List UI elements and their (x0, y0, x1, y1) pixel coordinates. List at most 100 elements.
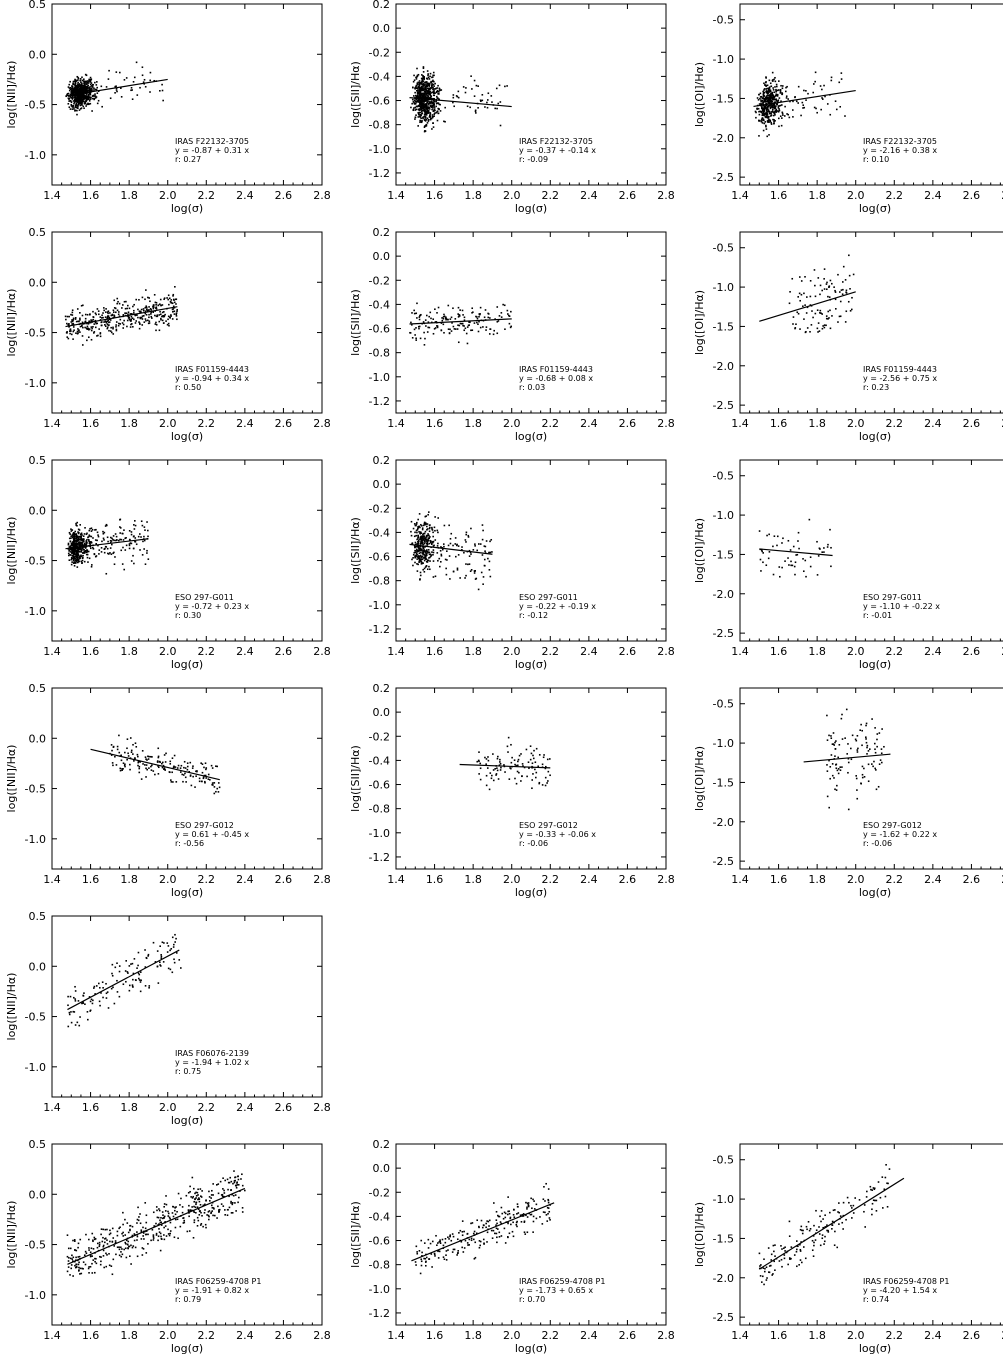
data-point (67, 542, 70, 545)
data-point (86, 96, 89, 98)
data-point (449, 328, 451, 331)
x-tick-label: 1.8 (808, 189, 826, 202)
data-point (801, 101, 804, 104)
x-tick-label: 1.8 (464, 873, 482, 886)
data-point (427, 84, 430, 86)
data-point (154, 773, 156, 776)
data-point (865, 736, 867, 739)
data-point (422, 321, 425, 323)
data-point (97, 334, 99, 337)
data-point (150, 315, 153, 318)
data-point (531, 762, 534, 765)
x-tick-label: 1.6 (770, 873, 788, 886)
data-point (70, 103, 73, 106)
data-point (138, 767, 141, 770)
x-tick-label: 2.8 (313, 873, 331, 886)
data-point (441, 317, 443, 319)
data-point (419, 87, 422, 90)
data-point (422, 86, 425, 88)
data-point (427, 540, 429, 542)
data-point (90, 319, 92, 321)
data-point (132, 547, 135, 550)
data-point (128, 989, 131, 992)
data-point (420, 110, 423, 113)
data-point (79, 100, 81, 103)
data-point (832, 732, 835, 734)
data-point (829, 309, 831, 312)
data-point (172, 781, 174, 783)
data-point (416, 550, 419, 552)
data-point (69, 545, 72, 548)
data-point (160, 957, 163, 959)
data-point (429, 87, 432, 89)
data-point (79, 108, 82, 110)
scatter-plot-svg: 1.4 1.6 1.8 2.0 2.2 2.4 2.6 2.80.50.0-0.5-1.0lo… (5, 684, 331, 899)
data-point (465, 533, 468, 536)
data-point (426, 331, 429, 333)
data-point (422, 92, 424, 95)
data-point (431, 115, 434, 118)
data-point (765, 90, 767, 93)
data-point (777, 99, 780, 102)
data-point (425, 538, 428, 540)
data-point (807, 92, 809, 95)
data-point (76, 109, 78, 112)
data-point (484, 106, 486, 108)
data-point (81, 344, 84, 346)
data-point (771, 93, 773, 96)
data-point (418, 98, 420, 100)
data-point (463, 551, 465, 554)
data-point (134, 540, 136, 543)
data-point (139, 316, 142, 319)
data-point (425, 565, 428, 567)
data-point (415, 78, 418, 80)
data-point (89, 83, 92, 86)
data-point (464, 91, 467, 94)
y-axis-label: log([NII]/Hα) (5, 61, 18, 129)
data-point (425, 542, 428, 545)
data-point (491, 551, 493, 553)
data-point (762, 97, 765, 100)
x-tick-label: 1.4 (43, 189, 61, 202)
data-point (424, 550, 427, 552)
data-point (766, 90, 769, 93)
data-point (88, 92, 91, 94)
data-point (77, 320, 80, 323)
data-point (490, 777, 493, 780)
data-point (427, 120, 430, 122)
data-point (159, 964, 161, 966)
data-point (416, 95, 418, 98)
data-point (147, 535, 149, 538)
data-point (79, 524, 82, 526)
data-point (483, 545, 486, 547)
data-point (425, 100, 427, 102)
data-point (79, 98, 81, 101)
data-point (81, 96, 84, 99)
data-point (129, 542, 132, 544)
data-point (128, 547, 131, 550)
data-point (764, 84, 766, 86)
data-point (849, 310, 852, 312)
data-point (67, 92, 70, 95)
data-point (181, 773, 184, 776)
data-point (767, 557, 770, 560)
x-tick-label: 1.4 (387, 417, 405, 430)
data-point (433, 115, 435, 117)
data-point (756, 97, 759, 99)
data-point (454, 318, 457, 320)
x-tick-label: 1.8 (464, 417, 482, 430)
data-point (762, 110, 765, 112)
data-point (804, 276, 806, 278)
data-point (128, 538, 131, 541)
data-point (89, 81, 92, 83)
y-tick-label: -0.2 (369, 730, 390, 743)
data-point (447, 318, 449, 321)
data-point (528, 767, 530, 770)
data-point (516, 770, 519, 773)
data-point (776, 544, 778, 547)
x-tick-label: 1.8 (464, 645, 482, 658)
data-point (133, 562, 135, 565)
data-point (73, 101, 76, 104)
data-point (478, 773, 480, 775)
data-point (855, 739, 858, 742)
